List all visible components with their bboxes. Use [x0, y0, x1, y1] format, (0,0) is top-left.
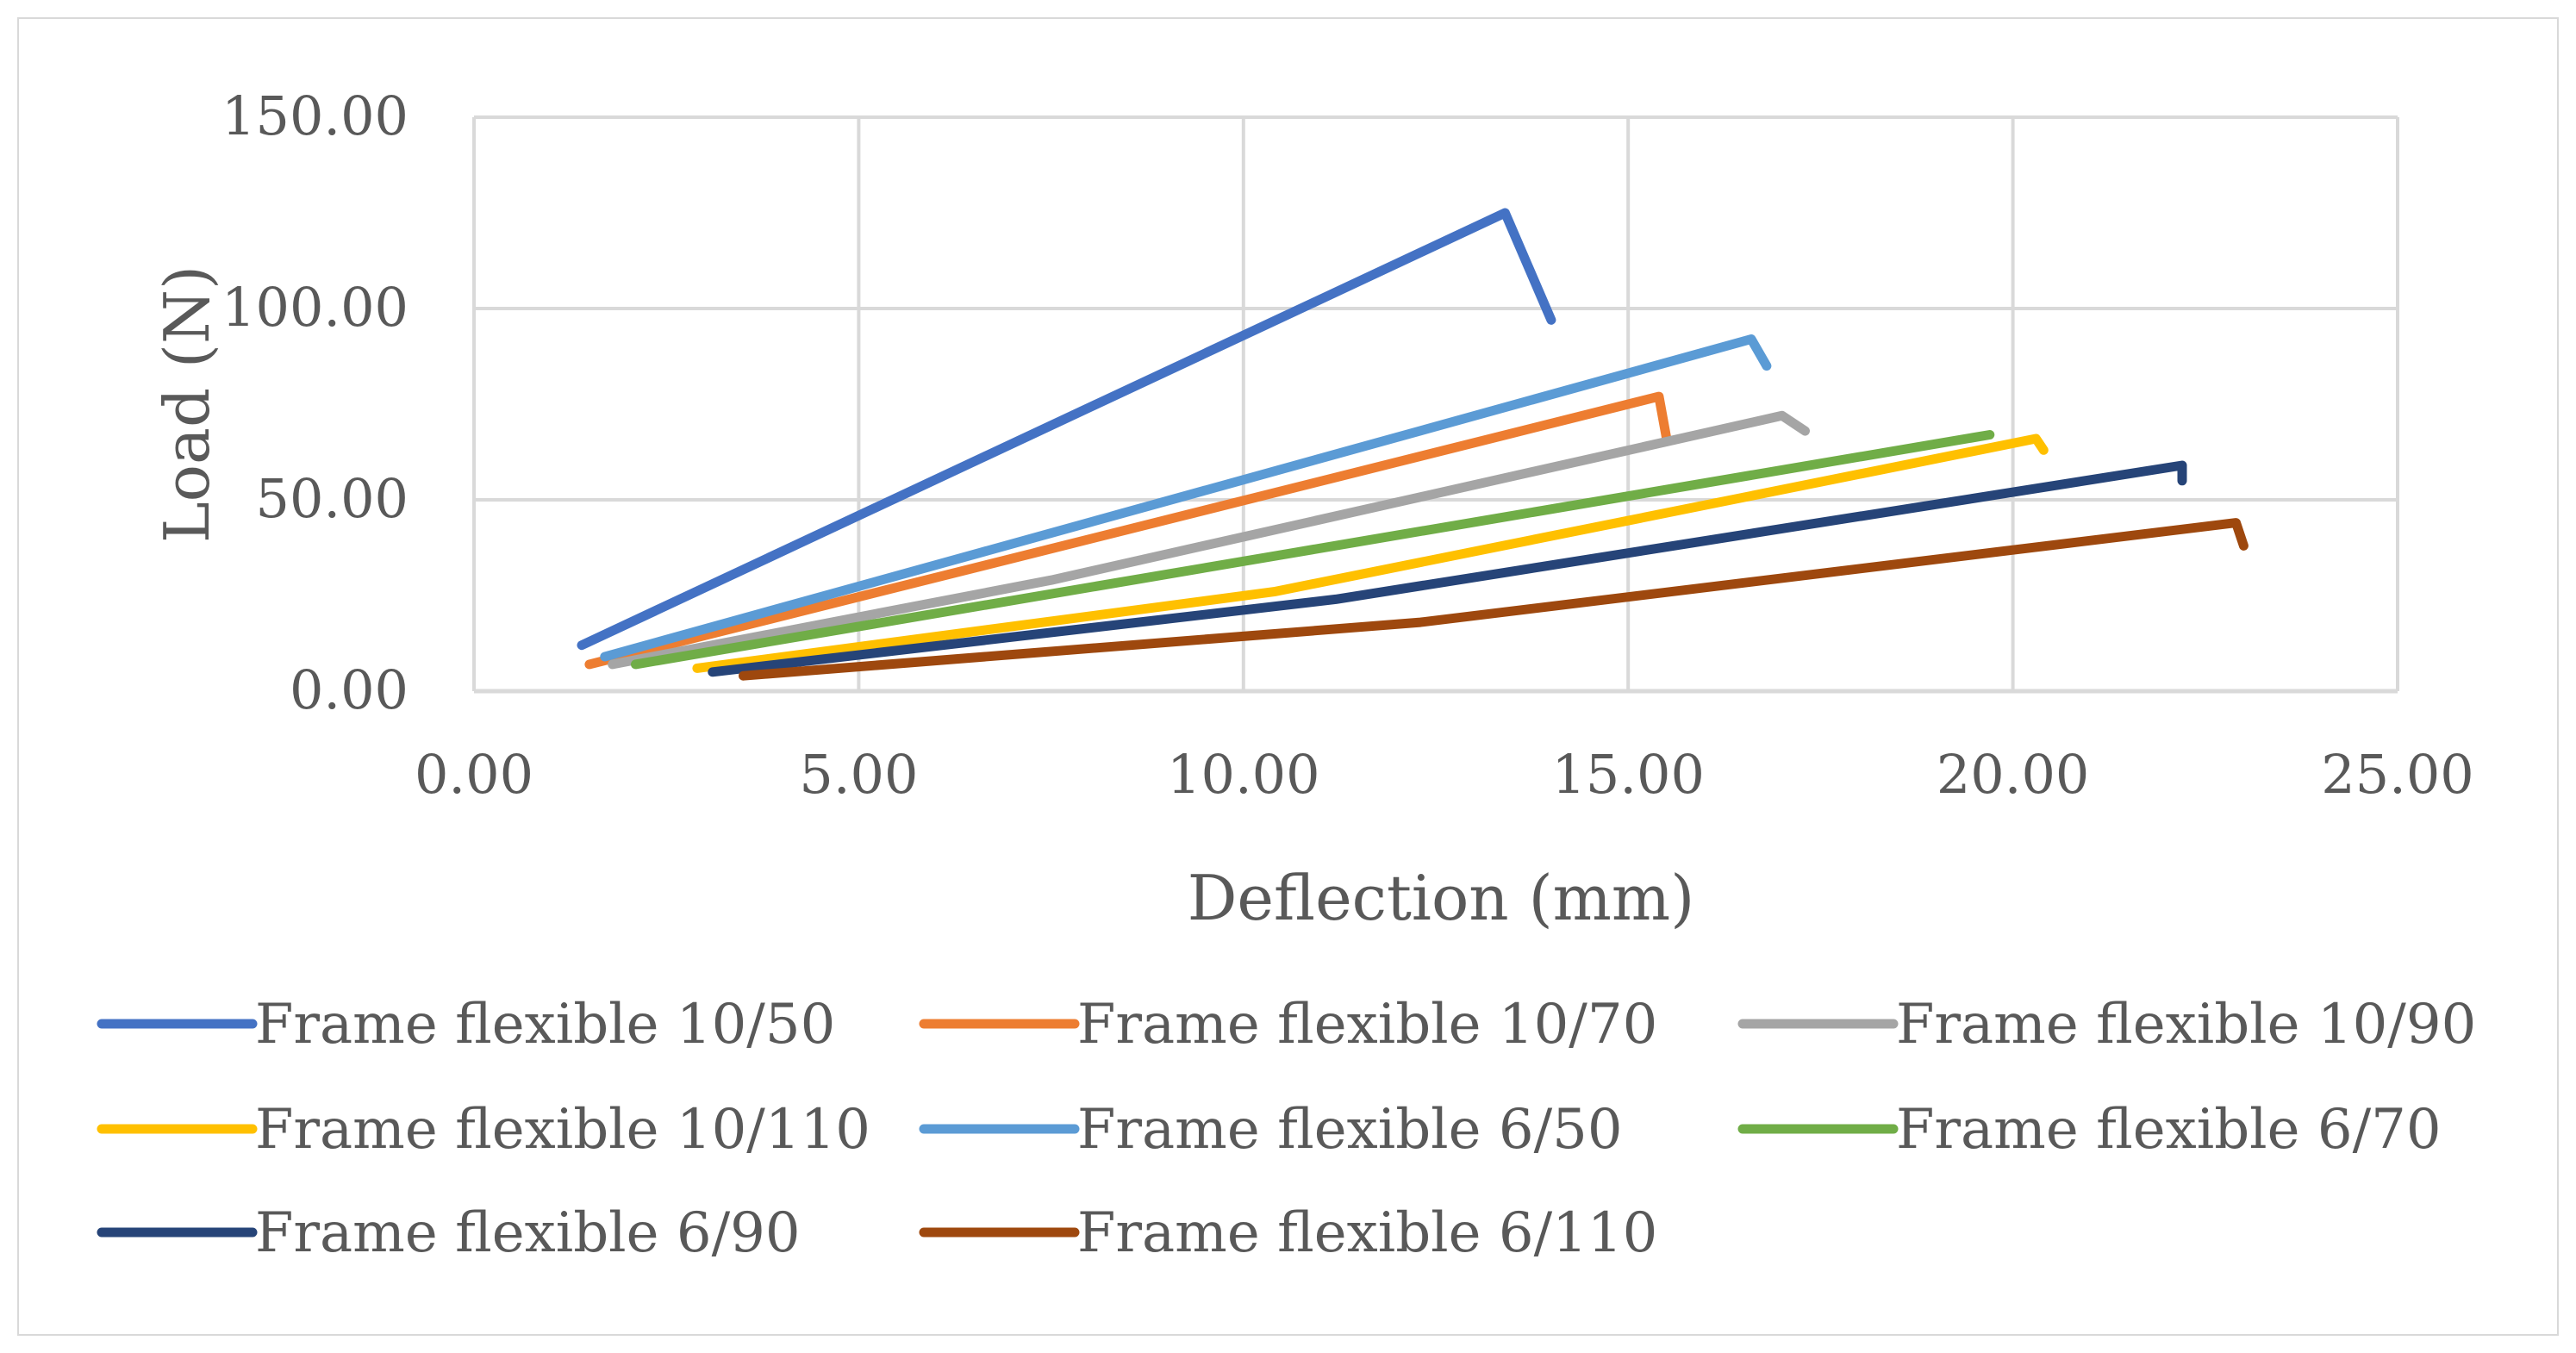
legend-label: Frame flexible 10/110: [255, 1098, 870, 1162]
series-line-2: [608, 410, 1810, 670]
series-line-5: [631, 430, 1995, 670]
legend-label: Frame flexible 6/110: [1077, 1201, 1657, 1265]
legend-entry: Frame flexible 10/110: [97, 1098, 870, 1162]
legend-label: Frame flexible 10/50: [255, 993, 835, 1057]
x-tick-label: 25.00: [2321, 743, 2474, 806]
legend: Frame flexible 10/50 Frame flexible 10/70…: [97, 993, 2476, 1265]
gridlines: [472, 115, 2399, 693]
legend-entry: Frame flexible 10/50: [97, 993, 835, 1057]
chart-frame: 0.00 5.00 10.00 15.00 20.00 25.00 0.00 50.00 100…: [17, 17, 2559, 1336]
legend-entry: Frame flexible 10/90: [1737, 993, 2476, 1057]
y-tick-label: 50.00: [256, 467, 409, 530]
y-tick-label: 0.00: [290, 658, 409, 721]
legend-label: Frame flexible 6/50: [1077, 1098, 1623, 1162]
series-lines: [577, 208, 2249, 681]
series-line-7: [739, 518, 2249, 681]
legend-entry: Frame flexible 6/110: [919, 1201, 1657, 1265]
legend-label: Frame flexible 10/90: [1896, 993, 2476, 1057]
tick-labels: 0.00 5.00 10.00 15.00 20.00 25.00 0.00 50.00 100…: [221, 84, 2474, 806]
x-tick-label: 10.00: [1167, 743, 1320, 806]
series-line-0: [577, 208, 1556, 651]
x-axis-title: Deflection (mm): [1188, 862, 1695, 934]
legend-label: Frame flexible 6/70: [1896, 1098, 2442, 1162]
series-line-3: [692, 433, 2049, 673]
legend-entry: Frame flexible 10/70: [919, 993, 1657, 1057]
series-line-1: [584, 391, 1672, 670]
legend-entry: Frame flexible 6/90: [97, 1201, 801, 1265]
y-tick-label: 100.00: [221, 276, 409, 339]
legend-label: Frame flexible 10/70: [1077, 993, 1657, 1057]
y-tick-label: 150.00: [221, 84, 409, 147]
x-tick-label: 15.00: [1551, 743, 1705, 806]
load-deflection-chart: 0.00 5.00 10.00 15.00 20.00 25.00 0.00 50.00 100…: [97, 84, 2476, 1265]
legend-entry: Frame flexible 6/70: [1737, 1098, 2442, 1162]
series-line-6: [708, 460, 2187, 677]
x-tick-label: 20.00: [1937, 743, 2090, 806]
series-line-4: [600, 334, 1772, 662]
x-tick-label: 5.00: [799, 743, 918, 806]
x-tick-label: 0.00: [415, 743, 533, 806]
legend-entry: Frame flexible 6/50: [919, 1098, 1623, 1162]
y-axis-title: Load (N): [151, 265, 223, 543]
legend-label: Frame flexible 6/90: [255, 1201, 801, 1265]
